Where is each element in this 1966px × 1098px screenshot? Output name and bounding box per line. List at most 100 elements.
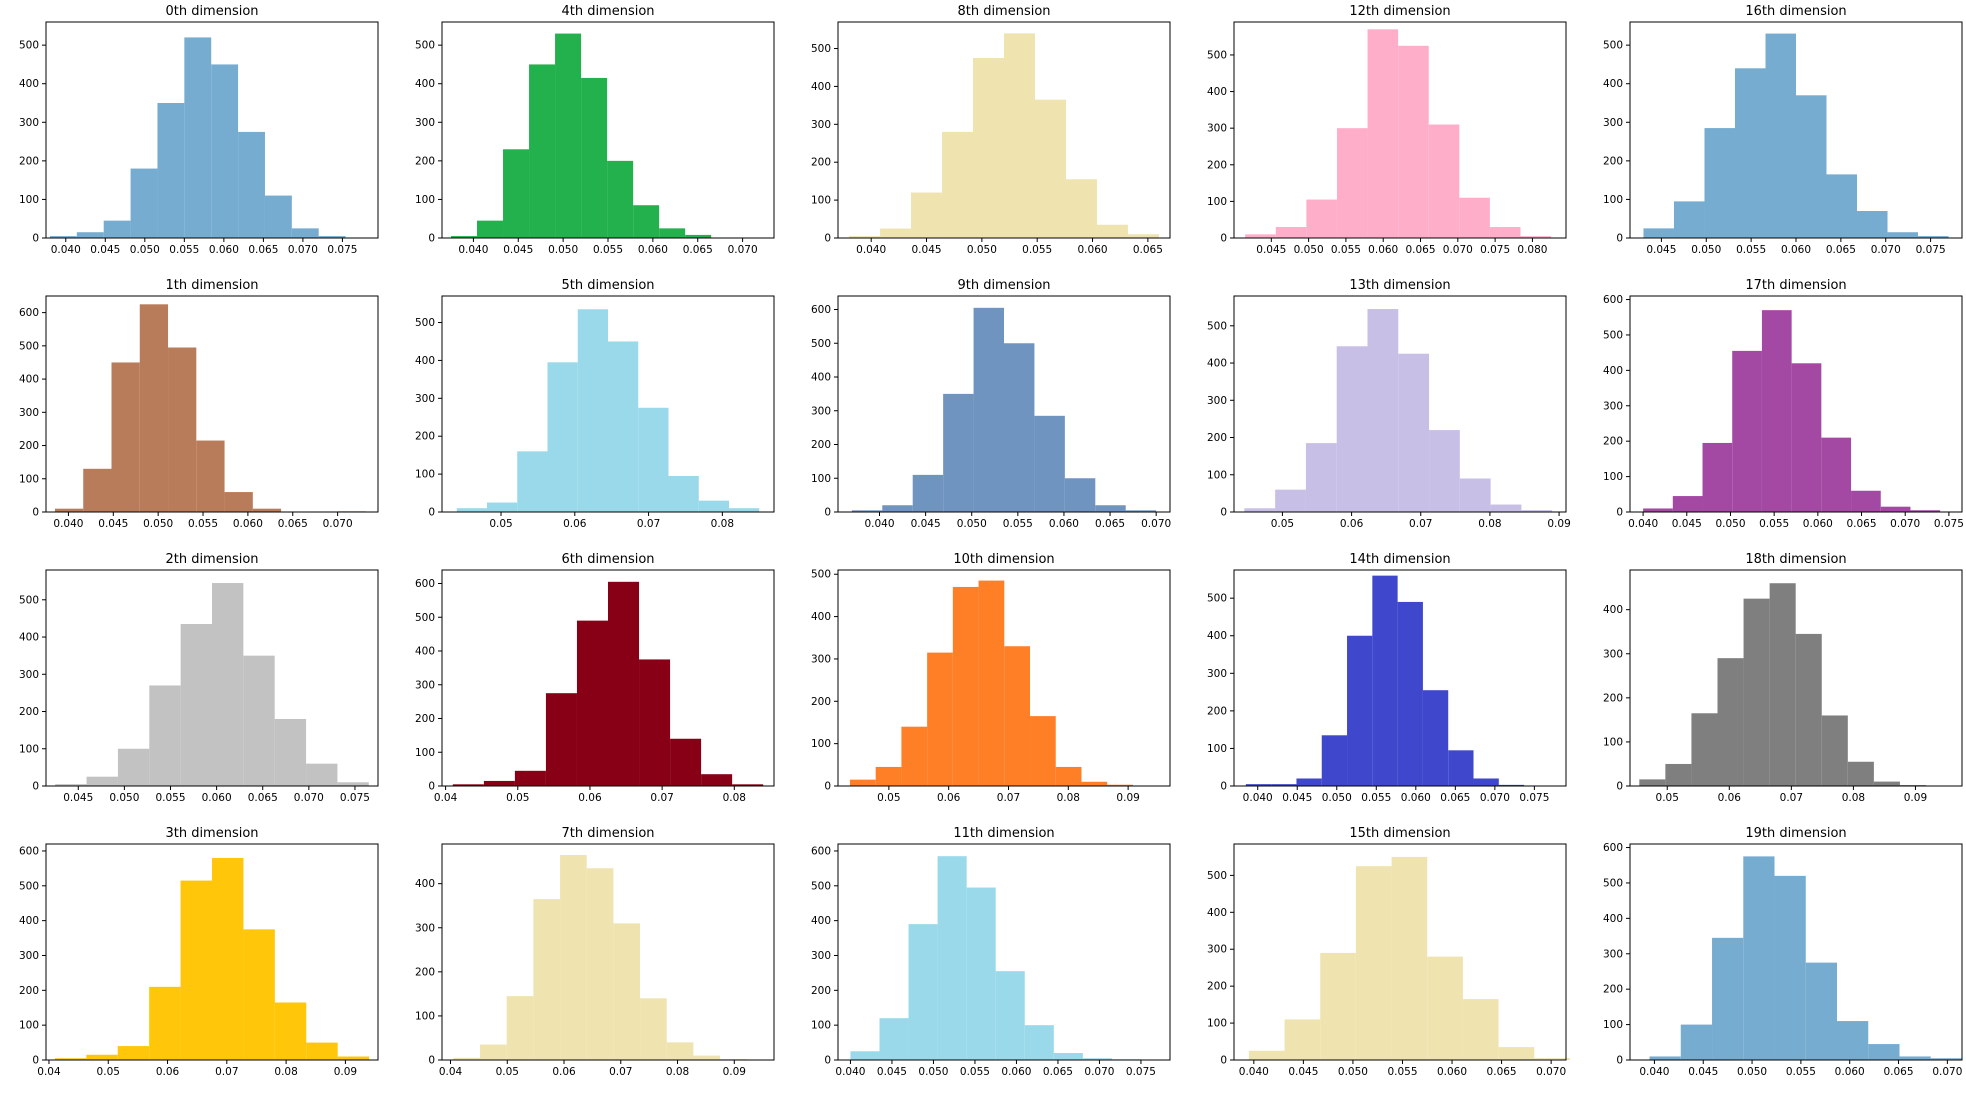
axes-frame — [45, 21, 379, 239]
y-tick-label: 500 — [811, 43, 831, 55]
y-tick-label: 100 — [811, 195, 831, 207]
histogram-bar — [1004, 646, 1031, 786]
histogram-bar — [586, 868, 614, 1060]
histogram-bar — [966, 887, 996, 1060]
histogram-bar — [701, 774, 733, 786]
y-tick-label: 0 — [1220, 233, 1227, 245]
y-tick-label: 200 — [19, 440, 39, 452]
x-tick-label: 0.075 — [1480, 244, 1510, 256]
y-tick-label: 300 — [811, 405, 831, 417]
y-tick-label: 200 — [415, 713, 435, 725]
y-tick-label: 200 — [1603, 984, 1623, 996]
histogram-bar — [1064, 478, 1096, 512]
y-tick-label: 200 — [1603, 692, 1623, 704]
x-tick-label: 0.045 — [503, 244, 533, 256]
histogram-chart: 8th dimension 0.040 0.045 0.050 0.055 0.060 0.… — [811, 4, 1171, 256]
histogram-bar — [581, 77, 608, 238]
histogram-bar — [1275, 489, 1306, 512]
histogram-bar — [103, 220, 131, 238]
y-tick-label: 100 — [1207, 1018, 1227, 1030]
histogram-bar — [1372, 575, 1398, 786]
x-tick-label: 0.055 — [1736, 244, 1766, 256]
x-tick-label: 0.080 — [1517, 244, 1547, 256]
x-tick-label: 0.070 — [1480, 792, 1510, 804]
y-tick-label: 0 — [1616, 233, 1623, 245]
x-tick-label: 0.075 — [1934, 518, 1964, 530]
chart-title: 7th dimension — [561, 826, 654, 841]
y-tick-label: 300 — [19, 407, 39, 419]
histogram-bar — [1761, 310, 1792, 512]
x-tick-label: 0.060 — [1078, 244, 1108, 256]
histogram-chart: 18th dimension 0.05 0.06 0.07 0.08 0.09 0 100 20… — [1603, 552, 1963, 804]
axes-frame — [1233, 295, 1567, 513]
y-tick-label: 600 — [1603, 842, 1623, 854]
axes-frame — [1233, 21, 1567, 239]
x-tick-label: 0.055 — [188, 518, 218, 530]
y-tick-label: 400 — [19, 632, 39, 644]
axes-frame — [45, 295, 379, 513]
histogram-bar — [274, 718, 307, 786]
histogram-bar — [608, 341, 639, 512]
chart-title: 6th dimension — [561, 552, 654, 567]
histogram-bar — [908, 924, 938, 1060]
y-tick-label: 200 — [811, 157, 831, 169]
histogram-bar — [1880, 506, 1911, 512]
x-tick-label: 0.070 — [1932, 1066, 1962, 1078]
histogram-bar — [1422, 690, 1449, 786]
histogram-panel: 16th dimension 0.045 0.050 0.055 0.060 0.065 0… — [1584, 0, 1966, 274]
y-tick-label: 400 — [19, 915, 39, 927]
histogram-bar — [1795, 633, 1822, 786]
histogram-bar — [560, 855, 587, 1060]
histogram-chart: 1th dimension 0.040 0.045 0.050 0.055 0.060 0.… — [19, 278, 379, 530]
x-tick-label: 0.05 — [1271, 518, 1294, 530]
histogram-bar — [1034, 415, 1065, 512]
histogram-bar — [995, 971, 1025, 1060]
x-tick-label: 0.045 — [98, 518, 128, 530]
histogram-bar — [487, 502, 518, 512]
bars-group — [453, 855, 747, 1060]
histogram-bar — [1127, 234, 1159, 238]
y-tick-label: 100 — [19, 743, 39, 755]
histogram-bar — [83, 468, 112, 512]
histogram-bar — [1649, 1056, 1681, 1060]
histogram-bar — [506, 996, 534, 1060]
y-tick-label: 300 — [811, 950, 831, 962]
x-tick-label: 0.07 — [1780, 792, 1803, 804]
histogram-chart: 4th dimension 0.040 0.045 0.050 0.055 0.060 0.… — [415, 4, 775, 256]
y-tick-label: 300 — [19, 950, 39, 962]
histogram-bar — [1275, 227, 1307, 238]
histogram-bar — [1732, 350, 1762, 512]
x-tick-label: 0.045 — [1646, 244, 1676, 256]
histogram-bar — [1851, 490, 1881, 512]
y-tick-label: 0 — [428, 507, 435, 519]
y-tick-label: 200 — [1603, 436, 1623, 448]
histogram-bar — [1734, 68, 1766, 239]
histogram-bar — [728, 508, 760, 512]
y-tick-label: 400 — [1207, 358, 1227, 370]
y-tick-label: 400 — [811, 915, 831, 927]
histogram-chart: 7th dimension 0.04 0.05 0.06 0.07 0.08 0.09 0 10… — [415, 826, 775, 1078]
histogram-bar — [180, 624, 212, 786]
y-tick-label: 100 — [1207, 743, 1227, 755]
histogram-bar — [670, 738, 702, 786]
bars-group — [1639, 583, 1927, 786]
histogram-bar — [450, 236, 477, 238]
x-tick-label: 0.09 — [723, 1066, 746, 1078]
histogram-panel: 13th dimension 0.05 0.06 0.07 0.08 0.09 0 100 20… — [1188, 274, 1581, 548]
histogram-chart: 13th dimension 0.05 0.06 0.07 0.08 0.09 0 100 20… — [1207, 278, 1571, 530]
y-tick-label: 0 — [32, 507, 39, 519]
bars-group — [850, 856, 1141, 1060]
x-tick-label: 0.06 — [156, 1066, 180, 1078]
histogram-bar — [912, 474, 944, 512]
chart-title: 18th dimension — [1745, 552, 1846, 567]
histogram-bar — [1774, 875, 1806, 1060]
x-tick-label: 0.050 — [143, 518, 173, 530]
x-tick-label: 0.065 — [1487, 1066, 1517, 1078]
histogram-bar — [1065, 179, 1097, 238]
histogram-bar — [1034, 99, 1066, 239]
x-tick-label: 0.050 — [109, 792, 139, 804]
histogram-bar — [337, 782, 369, 786]
histogram-bar — [224, 492, 253, 512]
bars-group — [54, 857, 370, 1060]
